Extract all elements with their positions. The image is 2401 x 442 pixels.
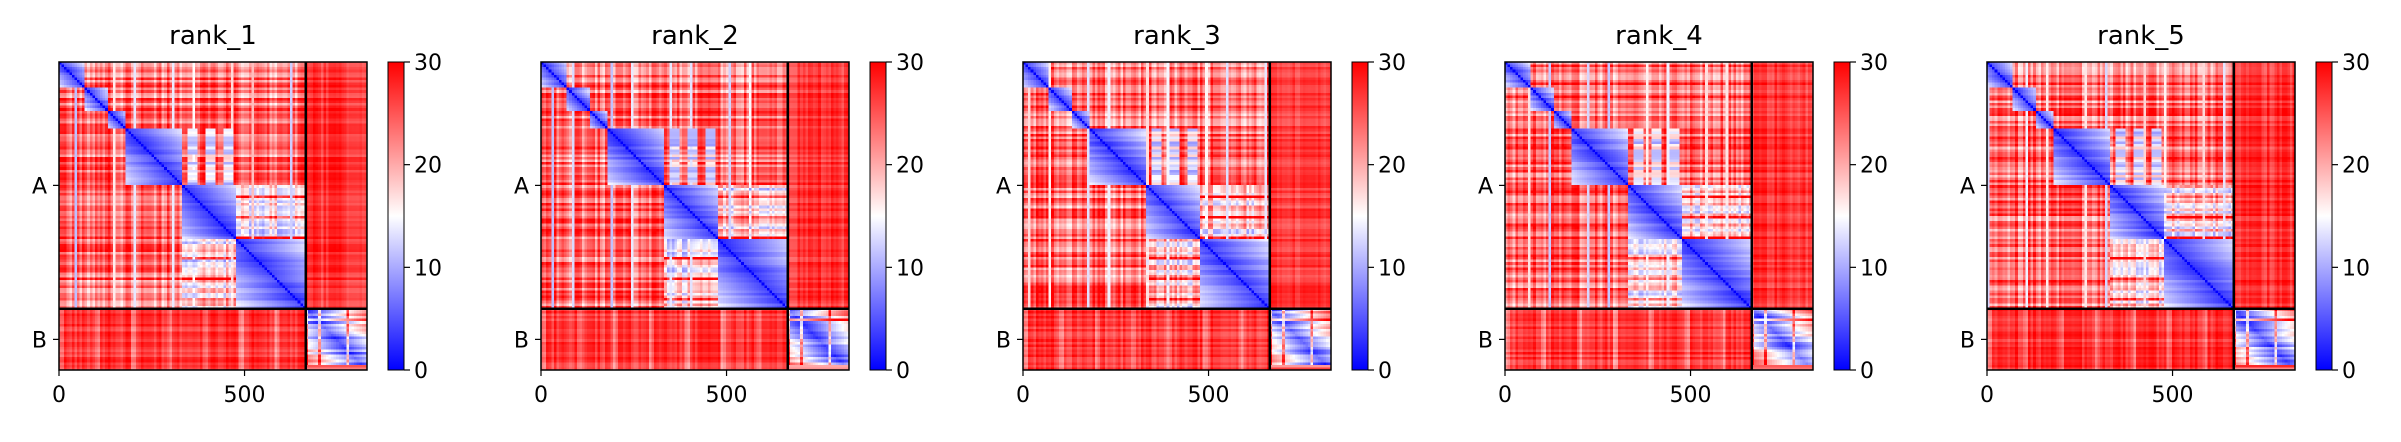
y-tick-label-chain-B: B [514, 328, 529, 353]
y-tick-label-chain-A: A [1478, 174, 1493, 199]
colorbar [869, 61, 887, 371]
x-tick-label: 500 [2152, 383, 2194, 408]
panel-title: rank_5 [2097, 21, 2185, 51]
colorbar-tick-label: 10 [2342, 256, 2370, 281]
colorbar-tick-label: 20 [1378, 154, 1406, 179]
heatmap-frame [540, 61, 850, 371]
x-tick-label: 0 [534, 383, 548, 408]
heatmap-image [1505, 62, 1813, 370]
colorbar-tick-label: 20 [896, 154, 924, 179]
y-tick-label-chain-B: B [32, 328, 47, 353]
colorbar-tick-label: 0 [2342, 359, 2356, 384]
x-tick-label: 0 [1498, 383, 1512, 408]
heatmap-image [59, 62, 367, 370]
panel-title: rank_2 [651, 21, 739, 51]
colorbar-tick-label: 20 [414, 154, 442, 179]
x-tick-label: 0 [1980, 383, 1994, 408]
heatmap-image [1987, 62, 2295, 370]
colorbar-tick-label: 0 [1860, 359, 1874, 384]
heatmap-panel-2: rank_2 A B 0 500 0 10 20 30 [514, 21, 924, 408]
panel-title: rank_1 [169, 21, 257, 51]
x-tick-label: 500 [224, 383, 266, 408]
x-tick-label: 500 [706, 383, 748, 408]
colorbar-tick-label: 0 [414, 359, 428, 384]
colorbar-tick-label: 20 [2342, 154, 2370, 179]
colorbar-tick-label: 30 [2342, 51, 2370, 76]
x-tick-label: 500 [1670, 383, 1712, 408]
heatmap-panel-5: rank_5 A B 0 500 0 10 20 30 [1960, 21, 2370, 408]
colorbar-tick-label: 10 [414, 256, 442, 281]
y-tick-label-chain-A: A [1960, 174, 1975, 199]
colorbar [1351, 61, 1369, 371]
y-tick-label-chain-B: B [1478, 328, 1493, 353]
x-tick-label: 500 [1188, 383, 1230, 408]
y-tick-label-chain-A: A [32, 174, 47, 199]
heatmap-frame [1986, 61, 2296, 371]
colorbar-tick-label: 0 [1378, 359, 1392, 384]
heatmap-frame [1504, 61, 1814, 371]
colorbar [387, 61, 405, 371]
heatmap-panel-4: rank_4 A B 0 500 0 10 20 30 [1478, 21, 1888, 408]
heatmap-image [541, 62, 849, 370]
colorbar-tick-label: 10 [1378, 256, 1406, 281]
colorbar [2315, 61, 2333, 371]
colorbar-tick-label: 10 [896, 256, 924, 281]
colorbar-tick-label: 20 [1860, 154, 1888, 179]
x-tick-label: 0 [1016, 383, 1030, 408]
y-tick-label-chain-B: B [996, 328, 1011, 353]
panel-title: rank_4 [1615, 21, 1703, 51]
heatmap-frame [58, 61, 368, 371]
colorbar-tick-label: 30 [1860, 51, 1888, 76]
colorbar-tick-label: 30 [896, 51, 924, 76]
heatmap-image [1023, 62, 1331, 370]
heatmap-panel-3: rank_3 A B 0 500 0 10 20 30 [996, 21, 1406, 408]
y-tick-label-chain-B: B [1960, 328, 1975, 353]
panel-title: rank_3 [1133, 21, 1221, 51]
y-tick-label-chain-A: A [514, 174, 529, 199]
colorbar-tick-label: 0 [896, 359, 910, 384]
colorbar [1833, 61, 1851, 371]
heatmap-panel-1: rank_1 A B 0 500 0 10 20 30 [32, 21, 442, 408]
x-tick-label: 0 [52, 383, 66, 408]
colorbar-tick-label: 30 [414, 51, 442, 76]
heatmap-frame [1022, 61, 1332, 371]
colorbar-tick-label: 10 [1860, 256, 1888, 281]
y-tick-label-chain-A: A [996, 174, 1011, 199]
colorbar-tick-label: 30 [1378, 51, 1406, 76]
